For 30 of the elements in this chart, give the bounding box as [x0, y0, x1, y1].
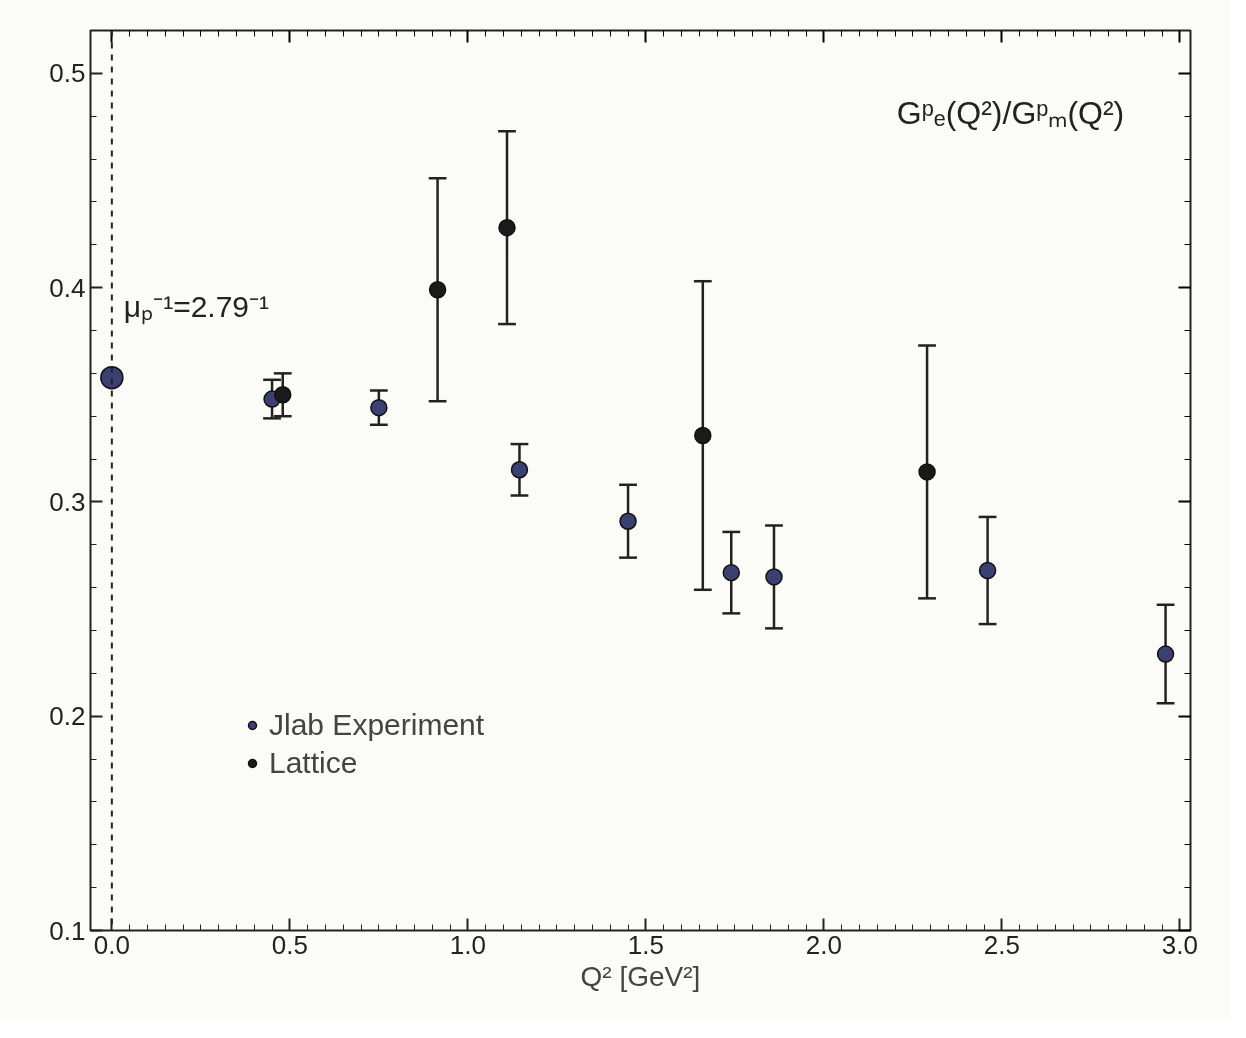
x-tick-label: 2.5: [983, 929, 1020, 960]
legend-label: Jlab Experiment: [269, 708, 485, 742]
x-axis-title: Q² [GeV²]: [580, 960, 701, 992]
text: Gᵖₑ(Q²)/Gᵖₘ(Q²): [896, 94, 1125, 131]
point: [1156, 645, 1175, 663]
annotation: μₚ⁻¹=2.79⁻¹: [123, 289, 270, 325]
y-tick-label: 0.4: [49, 272, 86, 303]
point: [273, 386, 292, 404]
point: [694, 426, 712, 445]
point: [498, 218, 516, 237]
x-tick-label: 2.0: [805, 929, 842, 960]
point: [100, 365, 124, 390]
point: [918, 463, 936, 481]
point: [510, 461, 529, 479]
x-tick-label: 1.5: [627, 929, 664, 960]
y-tick-label: 0.1: [49, 915, 86, 946]
point: [428, 281, 447, 299]
legend-label: Lattice: [269, 746, 358, 780]
point: [765, 568, 783, 586]
point: [722, 563, 741, 582]
point: [978, 561, 997, 580]
x-tick-label: 0.5: [271, 929, 308, 960]
y-tick-label: 0.3: [49, 486, 86, 517]
x-tick-label: 0.0: [93, 929, 130, 960]
x-tick-label: 1.0: [449, 929, 486, 960]
y-tick-label: 0.5: [49, 58, 86, 89]
x-tick-label: 3.0: [1161, 929, 1198, 960]
point: [370, 398, 388, 417]
y-tick-label: 0.2: [49, 701, 86, 732]
point: [619, 512, 637, 530]
